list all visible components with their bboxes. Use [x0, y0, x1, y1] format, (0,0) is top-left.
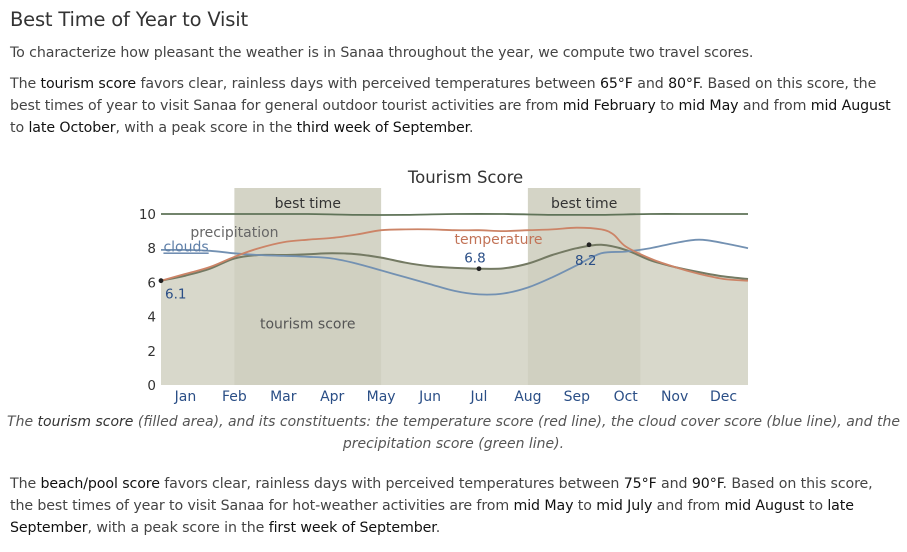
month-label: Nov — [661, 389, 688, 405]
period-start-2: mid August — [810, 98, 891, 114]
text-part: to — [10, 120, 29, 136]
month-label: Feb — [222, 389, 247, 405]
intro-paragraph: To characterize how pleasant the weather… — [10, 45, 754, 61]
beach-score-term: beach/pool score — [40, 476, 160, 492]
period-end-2: late September — [10, 498, 854, 536]
text-part: and from — [652, 498, 725, 514]
text-part: to — [655, 98, 679, 114]
month-label: Oct — [614, 389, 639, 405]
annotation-dot — [586, 242, 592, 248]
peak-period: first week of September — [268, 520, 436, 536]
temp-low: 75°F — [623, 476, 657, 492]
peak-period: third week of September — [296, 120, 470, 136]
chart-title: Tourism Score — [407, 168, 523, 187]
text-part: The — [10, 476, 41, 492]
temperature-label: temperature — [455, 232, 543, 248]
page-heading: Best Time of Year to Visit — [10, 8, 248, 31]
period-start-1: mid February — [562, 98, 656, 114]
temp-high: 90°F — [691, 476, 723, 492]
tourism-score-area — [161, 244, 748, 385]
precipitation-label: precipitation — [190, 225, 278, 241]
text-part: . Based on this score, the best times of… — [10, 476, 873, 514]
annotation-value: 6.1 — [165, 287, 186, 303]
best-time-label: best time — [551, 196, 617, 212]
text-part: favors clear, rainless days with perceiv… — [159, 476, 624, 492]
text-part: , with a peak score in the — [87, 520, 269, 536]
text-part: (filled area), and its constituents: the… — [133, 414, 900, 452]
month-label: Apr — [320, 389, 344, 405]
text-part: to — [573, 498, 597, 514]
month-label: Mar — [270, 389, 297, 405]
clouds-label: clouds — [163, 239, 208, 255]
y-tick-label: 6 — [147, 275, 156, 291]
temp-high: 80°F — [668, 76, 699, 92]
text-part: . Based on this score, the best times of… — [10, 76, 877, 114]
tourism-paragraph: The tourism score favors clear, rainless… — [10, 73, 895, 139]
text-part: . — [435, 520, 441, 536]
text-part: , with a peak score in the — [115, 120, 297, 136]
y-tick-label: 10 — [139, 207, 156, 223]
precipitation-score-line — [161, 213, 748, 216]
temperature-score-line — [160, 226, 749, 282]
best-time-label: best time — [275, 196, 341, 212]
period-start-1: mid May — [513, 498, 574, 514]
period-end-2: late October — [28, 120, 116, 136]
period-end-1: mid May — [678, 98, 739, 114]
period-end-1: mid July — [596, 498, 653, 514]
month-label: Jan — [174, 389, 197, 405]
period-start-2: mid August — [724, 498, 805, 514]
text-part: favors clear, rainless days with perceiv… — [136, 76, 600, 92]
annotation-dot — [158, 278, 164, 284]
y-tick-label: 4 — [147, 310, 156, 326]
month-label: Aug — [514, 389, 541, 405]
text-part: and — [632, 76, 669, 92]
text-part: . — [469, 120, 474, 136]
chart-caption: The tourism score (filled area), and its… — [0, 411, 907, 455]
annotation-dot — [476, 266, 482, 272]
y-tick-label: 8 — [147, 241, 156, 257]
text-part: and from — [738, 98, 811, 114]
month-label: Sep — [564, 389, 591, 405]
month-label: Dec — [710, 389, 737, 405]
caption-tourism-term: tourism score — [37, 414, 134, 430]
annotation-value: 6.8 — [464, 251, 485, 267]
annotation-value: 8.2 — [575, 253, 596, 269]
cloud-score-line — [160, 238, 749, 296]
month-label: Jul — [470, 389, 488, 405]
text-part: and — [656, 476, 692, 492]
text-part: to — [804, 498, 828, 514]
month-label: Jun — [418, 389, 441, 405]
temp-low: 65°F — [599, 76, 633, 92]
month-label: May — [367, 389, 396, 405]
text-part: The — [7, 414, 38, 430]
tourism-score-term: tourism score — [40, 76, 137, 92]
y-tick-label: 2 — [147, 344, 156, 360]
y-tick-label: 0 — [147, 378, 156, 394]
tourism-score-label: tourism score — [260, 316, 356, 332]
beach-paragraph: The beach/pool score favors clear, rainl… — [10, 473, 895, 539]
text-part: The — [10, 76, 41, 92]
